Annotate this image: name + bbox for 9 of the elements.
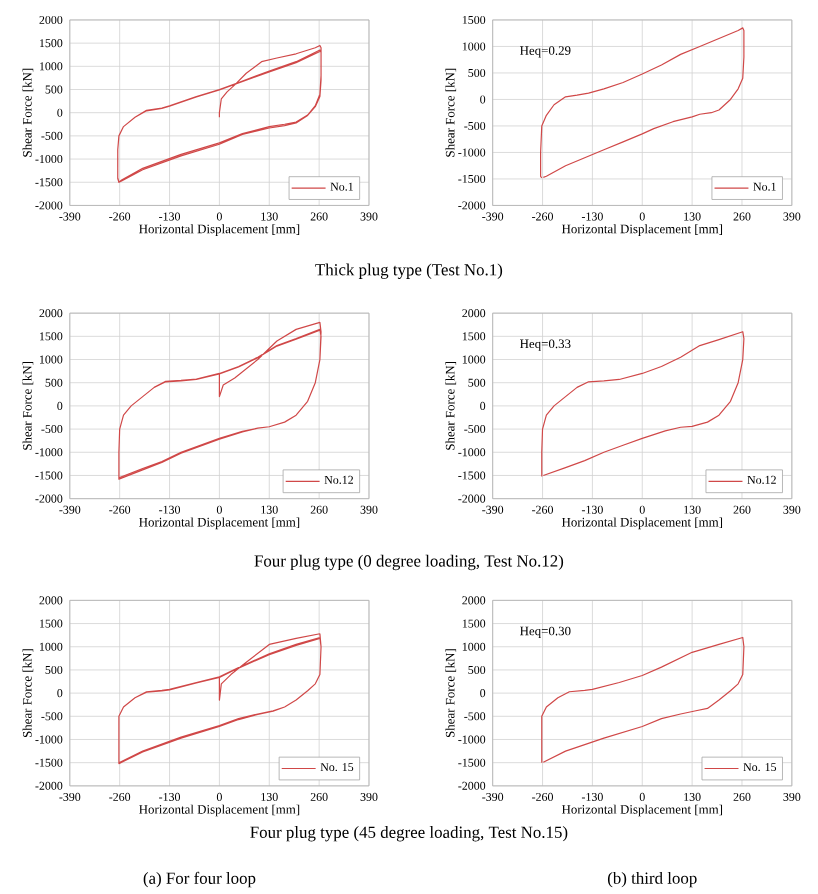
text: Four plug type (0 degree loading, Test No.12) bbox=[254, 554, 564, 571]
text: Four plug type (45 degree loading, Test No.15) bbox=[250, 826, 568, 842]
text: (b) third loop bbox=[608, 871, 697, 888]
text: Thick plug type (Test No.1) bbox=[315, 263, 503, 279]
line-series bbox=[118, 321, 322, 480]
line-series bbox=[117, 44, 322, 183]
text: (a) For four loop bbox=[143, 871, 256, 888]
line-series bbox=[118, 633, 322, 765]
line-series bbox=[541, 636, 745, 764]
